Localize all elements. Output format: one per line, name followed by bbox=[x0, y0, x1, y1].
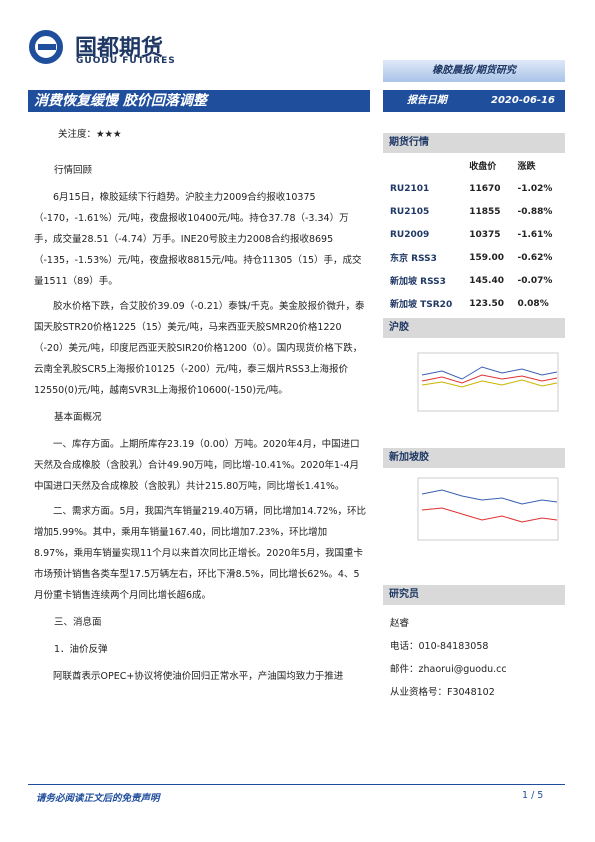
table-row: RU2009 10375 -1.61% bbox=[386, 223, 562, 246]
cell: 新加坡 TSR20 bbox=[390, 300, 453, 310]
cell: 东京 RSS3 bbox=[390, 254, 437, 264]
paragraph: 一、库存方面。上期所库存23.19（0.00）万吨。2020年4月，中国进口天然… bbox=[34, 439, 360, 492]
cell: 11855 bbox=[469, 206, 501, 217]
market-table: 收盘价 涨跌 RU2101 11670 -1.02% RU2105 11855 -0.88% R… bbox=[386, 154, 562, 315]
date-bar: 报告日期 2020-06-16 bbox=[383, 90, 565, 112]
header-cell: 涨跌 bbox=[517, 162, 536, 172]
logo-cn: 国都期货 bbox=[75, 36, 164, 61]
table-row: 东京 RSS3 159.00 -0.62% bbox=[386, 246, 562, 269]
disclaimer: 请务必阅读正文后的免责声明 bbox=[36, 793, 160, 804]
shfe-chart bbox=[417, 352, 559, 412]
cell: -0.62% bbox=[517, 252, 553, 263]
category: 橡胶晨报/期货研究 bbox=[383, 60, 565, 82]
cell: 159.00 bbox=[469, 252, 504, 263]
paragraph: 阿联酋表示OPEC+协议将使油价回归正常水平，产油国均致力于推进 bbox=[53, 671, 344, 682]
researcher: 赵睿 bbox=[390, 618, 410, 629]
logo-icon bbox=[29, 30, 64, 64]
title: 消费恢复缓慢 胶价回落调整 bbox=[28, 90, 370, 112]
cell: 145.40 bbox=[469, 275, 504, 286]
cell: RU2101 bbox=[390, 183, 430, 194]
cell: 11670 bbox=[469, 183, 501, 194]
section-header: 期货行情 bbox=[383, 133, 565, 153]
cell: 123.50 bbox=[469, 298, 504, 309]
section-header: 沪胶 bbox=[383, 318, 565, 338]
phone: 电话：010-84183058 bbox=[390, 641, 489, 652]
attention: 关注度：★★★ bbox=[58, 126, 122, 140]
cell: RU2105 bbox=[390, 206, 430, 217]
cell: -1.61% bbox=[517, 229, 553, 240]
header-cell: 收盘价 bbox=[469, 162, 497, 172]
paragraph: 6月15日，橡胶延续下行趋势。沪胶主力2009合约报收10375（-170，-1… bbox=[34, 192, 362, 287]
date: 2020-06-16 bbox=[491, 95, 555, 106]
table-row: RU2101 11670 -1.02% bbox=[386, 177, 562, 200]
attention-label: 关注度： bbox=[58, 129, 97, 140]
cell: -1.02% bbox=[517, 183, 553, 194]
section-header: 新加坡胶 bbox=[383, 448, 565, 468]
section-heading: 1．油价反弹 bbox=[54, 644, 108, 655]
email: 邮件：zhaorui@guodu.cc bbox=[390, 664, 507, 675]
section-heading: 基本面概况 bbox=[54, 412, 102, 423]
cell: 0.08% bbox=[517, 298, 549, 309]
sgx-chart bbox=[417, 477, 559, 541]
cell: RU2009 bbox=[390, 229, 430, 240]
footer-rule bbox=[28, 784, 565, 785]
page-number: 1 / 5 bbox=[522, 790, 544, 801]
paragraph: 胶水价格下跌，合艾胶价39.09（-0.21）泰铢/千克。美金胶报价微升，泰国天… bbox=[34, 301, 365, 396]
researcher-info: 赵睿 电话：010-84183058 邮件：zhaorui@guodu.cc 从… bbox=[390, 612, 507, 704]
cell: -0.07% bbox=[517, 275, 553, 286]
cell: -0.88% bbox=[517, 206, 553, 217]
cell: 10375 bbox=[469, 229, 501, 240]
table-header: 收盘价 涨跌 bbox=[386, 154, 562, 177]
body: 行情回顾 6月15日，橡胶延续下行趋势。沪胶主力2009合约报收10375（-17… bbox=[34, 154, 366, 691]
cell bbox=[386, 154, 465, 177]
section-heading: 行情回顾 bbox=[54, 165, 93, 176]
date-label: 报告日期 bbox=[407, 95, 447, 106]
stars: ★★★ bbox=[96, 129, 122, 140]
paragraph: 二、需求方面。5月，我国汽车销量219.40万辆，同比增加14.72%，环比增加… bbox=[34, 506, 367, 601]
table-row: 新加坡 TSR20 123.50 0.08% bbox=[386, 292, 562, 315]
section-header: 研究员 bbox=[383, 585, 565, 605]
table-row: 新加坡 RSS3 145.40 -0.07% bbox=[386, 269, 562, 292]
table-row: RU2105 11855 -0.88% bbox=[386, 200, 562, 223]
logo-en: GUODU FUTURES bbox=[76, 56, 176, 66]
cell: 新加坡 RSS3 bbox=[390, 277, 446, 287]
section-heading: 三、消息面 bbox=[54, 617, 102, 628]
license: 从业资格号：F3048102 bbox=[390, 687, 495, 698]
